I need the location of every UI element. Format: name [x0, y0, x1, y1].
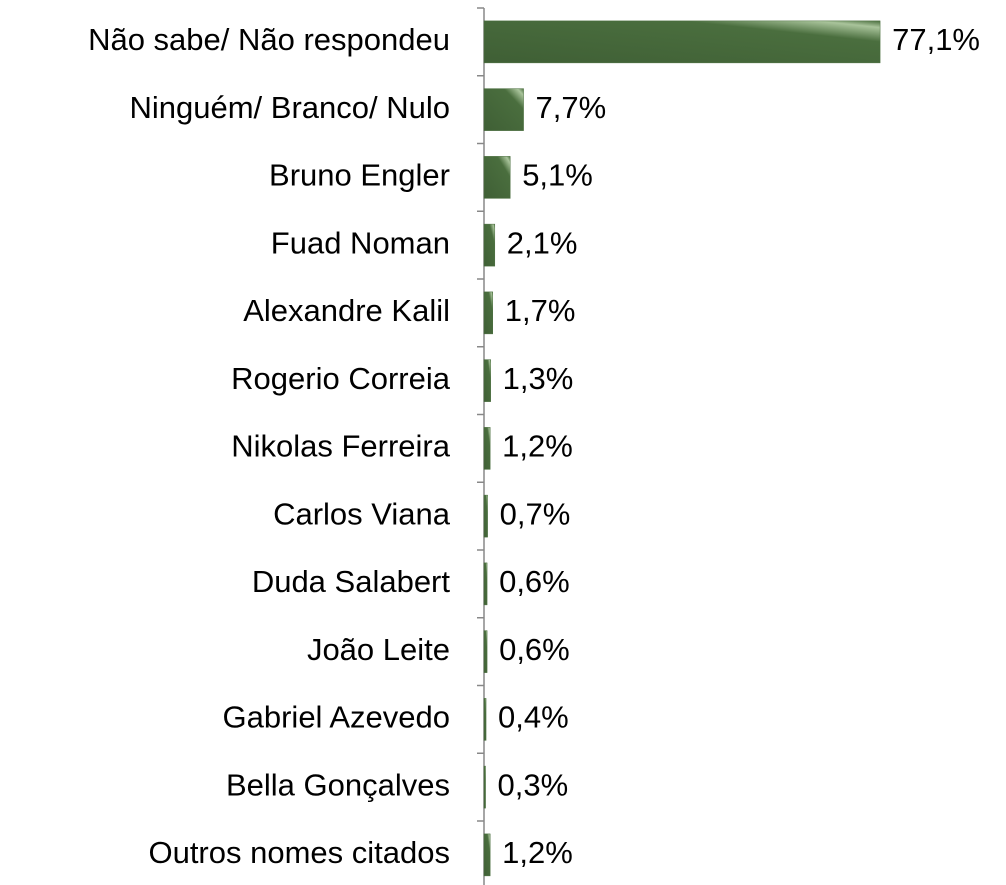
y-tick-label: Ninguém/ Branco/ Nulo: [130, 90, 451, 125]
value-label: 2,1%: [507, 225, 578, 260]
value-label: 0,3%: [498, 767, 569, 802]
bar: [483, 494, 488, 538]
value-label: 5,1%: [522, 158, 593, 193]
bar: [483, 765, 486, 809]
bar: [483, 630, 488, 673]
y-tick-label: Fuad Noman: [271, 225, 450, 260]
y-tick-label: Carlos Viana: [273, 496, 451, 531]
y-tick-label: Não sabe/ Não respondeu: [88, 22, 450, 57]
bar: [483, 88, 524, 131]
y-tick-label: Rogerio Correia: [231, 361, 451, 396]
y-tick-label: Duda Salabert: [252, 564, 451, 599]
bar: [483, 359, 491, 402]
value-label: 0,6%: [499, 564, 570, 599]
bar: [483, 562, 488, 606]
bar: [483, 223, 496, 267]
value-label: 7,7%: [536, 90, 607, 125]
y-tick-label: Alexandre Kalil: [243, 293, 450, 328]
value-label: 1,2%: [502, 835, 573, 870]
bar: [483, 291, 493, 335]
bar: [483, 156, 511, 199]
value-label: 0,7%: [500, 496, 571, 531]
y-tick-label: Nikolas Ferreira: [231, 429, 451, 464]
bar: [483, 833, 491, 877]
bar: [483, 427, 491, 470]
y-tick-label: Bella Gonçalves: [226, 767, 450, 802]
value-label: 77,1%: [892, 22, 980, 57]
value-label: 1,3%: [503, 361, 574, 396]
value-label: 1,7%: [505, 293, 576, 328]
value-label: 0,6%: [499, 632, 570, 667]
y-tick-label: João Leite: [307, 632, 450, 667]
bar: [483, 20, 881, 64]
y-tick-label: Bruno Engler: [269, 158, 450, 193]
y-tick-label: Gabriel Azevedo: [223, 700, 450, 735]
bar: [483, 698, 487, 741]
value-label: 1,2%: [502, 429, 573, 464]
y-tick-label: Outros nomes citados: [148, 835, 450, 870]
value-label: 0,4%: [498, 700, 569, 735]
